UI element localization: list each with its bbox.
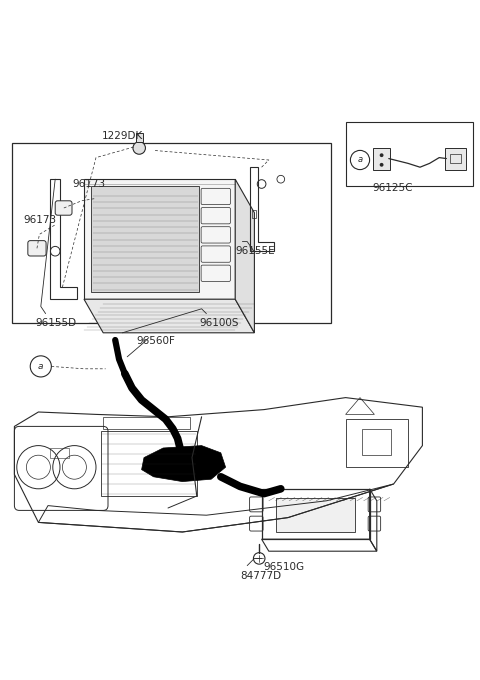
FancyBboxPatch shape — [136, 133, 143, 141]
Text: 96155D: 96155D — [35, 318, 76, 328]
Text: 96155E: 96155E — [235, 246, 275, 256]
Text: 96173: 96173 — [72, 180, 105, 189]
Circle shape — [133, 141, 145, 154]
Text: 96125C: 96125C — [372, 182, 412, 192]
Polygon shape — [84, 299, 254, 333]
Circle shape — [380, 163, 384, 167]
Text: 84777D: 84777D — [240, 571, 281, 581]
Circle shape — [380, 153, 384, 157]
Text: 96560F: 96560F — [137, 336, 176, 346]
Text: 96100S: 96100S — [199, 318, 239, 328]
Polygon shape — [142, 445, 226, 481]
Polygon shape — [235, 180, 254, 333]
FancyBboxPatch shape — [276, 498, 355, 532]
Text: 96510G: 96510G — [263, 562, 304, 572]
Text: a: a — [358, 156, 362, 165]
FancyBboxPatch shape — [91, 186, 199, 292]
FancyBboxPatch shape — [55, 201, 72, 215]
FancyBboxPatch shape — [373, 148, 390, 169]
Text: 96173: 96173 — [23, 215, 56, 225]
FancyBboxPatch shape — [445, 148, 466, 169]
FancyBboxPatch shape — [84, 180, 235, 299]
Text: 1229DK: 1229DK — [102, 131, 143, 141]
Text: a: a — [38, 362, 44, 371]
FancyBboxPatch shape — [28, 241, 46, 256]
